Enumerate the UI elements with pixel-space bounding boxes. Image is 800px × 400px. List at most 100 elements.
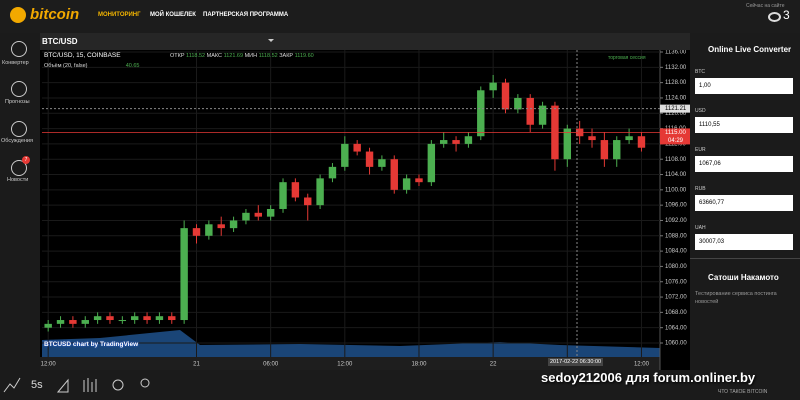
icon[interactable]	[11, 121, 27, 137]
ohlc-label: ЗАКР	[279, 53, 294, 59]
currency-label: UAH	[695, 225, 706, 231]
candle-body	[637, 136, 646, 148]
candle-body	[192, 228, 201, 236]
chart-title: BTC/USD, 15, COINBASE	[44, 52, 121, 59]
nav-link[interactable]: МОНИТОРИНГ	[98, 12, 141, 18]
candle-body	[365, 151, 374, 167]
y-tick-label: 1104.00	[665, 172, 687, 178]
sidebar-item[interactable]: Конвертер	[2, 60, 29, 66]
y-tick-label: 1092.00	[665, 218, 687, 224]
candle-body	[452, 140, 460, 144]
interval[interactable]: 5s	[31, 379, 43, 391]
news-text: Тестирование сервиса постинга новостей	[695, 291, 777, 305]
ohlc-label: ОТКР	[170, 53, 185, 59]
logo[interactable]: bitcoin	[30, 6, 80, 23]
x-tick-label: 18:00	[411, 362, 427, 368]
y-tick-label: 1124.00	[665, 96, 687, 102]
icon[interactable]	[140, 378, 150, 388]
icon[interactable]	[56, 378, 69, 393]
candle-body	[229, 220, 238, 229]
y-tick-label: 1084.00	[665, 249, 687, 255]
candle-body	[415, 178, 423, 183]
icon[interactable]	[11, 81, 27, 97]
symbol[interactable]: BTC/USD	[42, 37, 78, 46]
price-label-bg	[660, 128, 690, 145]
sidebar-item[interactable]: Прогнозы	[5, 99, 30, 105]
countdown: 04:29	[668, 138, 684, 144]
watermark: sedoy212006 для forum.onliner.by	[541, 370, 756, 385]
candle-body	[130, 316, 139, 321]
converter: Online Live Converter BTC 1,00 USD 1110,55 E…	[690, 33, 800, 370]
candle-body	[402, 178, 411, 190]
y-tick-label: 1060.00	[665, 341, 687, 347]
candle-body	[69, 320, 77, 324]
y-tick-label: 1088.00	[665, 233, 687, 239]
icon[interactable]	[112, 379, 124, 391]
ohlc-value: 1119.60	[294, 53, 314, 59]
x-tick-label: 21	[193, 362, 200, 368]
news-title[interactable]: Сатоши Накамото	[708, 273, 779, 282]
candle-body	[180, 228, 188, 321]
sidebar-item[interactable]: Новости	[7, 177, 29, 183]
y-tick-label: 1076.00	[665, 279, 687, 285]
x-tick-label: 12:00	[634, 362, 650, 368]
currency-input[interactable]: 1110,55	[695, 117, 793, 133]
icon[interactable]	[3, 377, 21, 393]
eye-icon	[768, 12, 781, 22]
candle-body	[279, 182, 287, 209]
candle-body	[242, 212, 250, 221]
top-bar: bitcoin МОНИТОРИНГ МОЙ КОШЕЛЕК ПАРТНЕРСК…	[0, 0, 800, 33]
candle-body	[291, 182, 300, 198]
icon[interactable]	[11, 160, 27, 176]
y-tick-label: 1064.00	[665, 325, 687, 331]
candle-body	[266, 208, 275, 217]
y-tick-label: 1108.00	[665, 157, 687, 163]
candle-body	[118, 320, 127, 322]
crosshair-time: 2017-02-22 06:30:00	[548, 358, 604, 366]
ohlc-value: 1118.52	[258, 53, 278, 59]
ohlc-value: 1118.52	[186, 53, 206, 59]
icon[interactable]	[83, 378, 97, 392]
currency-label: BTC	[695, 69, 705, 75]
candle-body	[106, 316, 114, 321]
y-tick-label: 1096.00	[665, 203, 687, 209]
currency-label: EUR	[695, 147, 706, 153]
sidebar-item[interactable]: Обсуждения	[1, 138, 33, 144]
chart: 1060.00 1064.00 1068.00 1072.00 1076.00 1080.…	[40, 50, 690, 370]
currency-input[interactable]: 63660,77	[695, 195, 793, 211]
candle-body	[625, 136, 633, 141]
currency-input[interactable]: 1067,06	[695, 156, 793, 172]
y-tick-label: 1120.00	[665, 111, 687, 117]
currency-input[interactable]: 30007,03	[695, 234, 793, 250]
candle-body	[93, 316, 102, 321]
candle-body	[304, 197, 312, 206]
candle-body	[56, 320, 65, 324]
nav-link[interactable]: МОЙ КОШЕЛЕК	[150, 12, 196, 18]
y-tick-label: 1128.00	[665, 80, 687, 86]
volume-legend: Объём (20, false) 40.65	[44, 63, 139, 69]
footer-link[interactable]: ЧТО ТАКОЕ BITCOIN	[718, 389, 768, 395]
y-tick-label: 1072.00	[665, 295, 687, 301]
last-price: 1115.00	[665, 130, 686, 136]
y-tick-label: 1068.00	[665, 310, 687, 316]
nav-link[interactable]: ПАРТНЕРСКАЯ ПРОГРАММА	[203, 12, 289, 18]
dropdown-arrow[interactable]	[268, 39, 274, 45]
logo-icon[interactable]	[10, 7, 26, 23]
candle-body	[316, 178, 324, 206]
currency-input[interactable]: 1,00	[695, 78, 793, 94]
candle-body	[328, 166, 337, 179]
y-tick-label: 1112.00	[665, 141, 686, 147]
symbol-bar: BTC/USD	[40, 33, 690, 50]
candle-body	[143, 316, 151, 321]
currency-label: RUB	[695, 186, 706, 192]
icon[interactable]	[11, 41, 27, 57]
session-label: торговая сессия	[608, 55, 646, 61]
candle-body	[254, 212, 263, 217]
candle-body	[600, 140, 609, 160]
candle-body	[477, 90, 485, 137]
candle-body	[168, 316, 176, 321]
credit[interactable]: BTCUSD chart by TradingView	[44, 341, 139, 348]
volume-label: Объём (20, false)	[44, 63, 88, 69]
y-tick-label: 1100.00	[665, 187, 687, 193]
candle-body	[526, 97, 534, 125]
